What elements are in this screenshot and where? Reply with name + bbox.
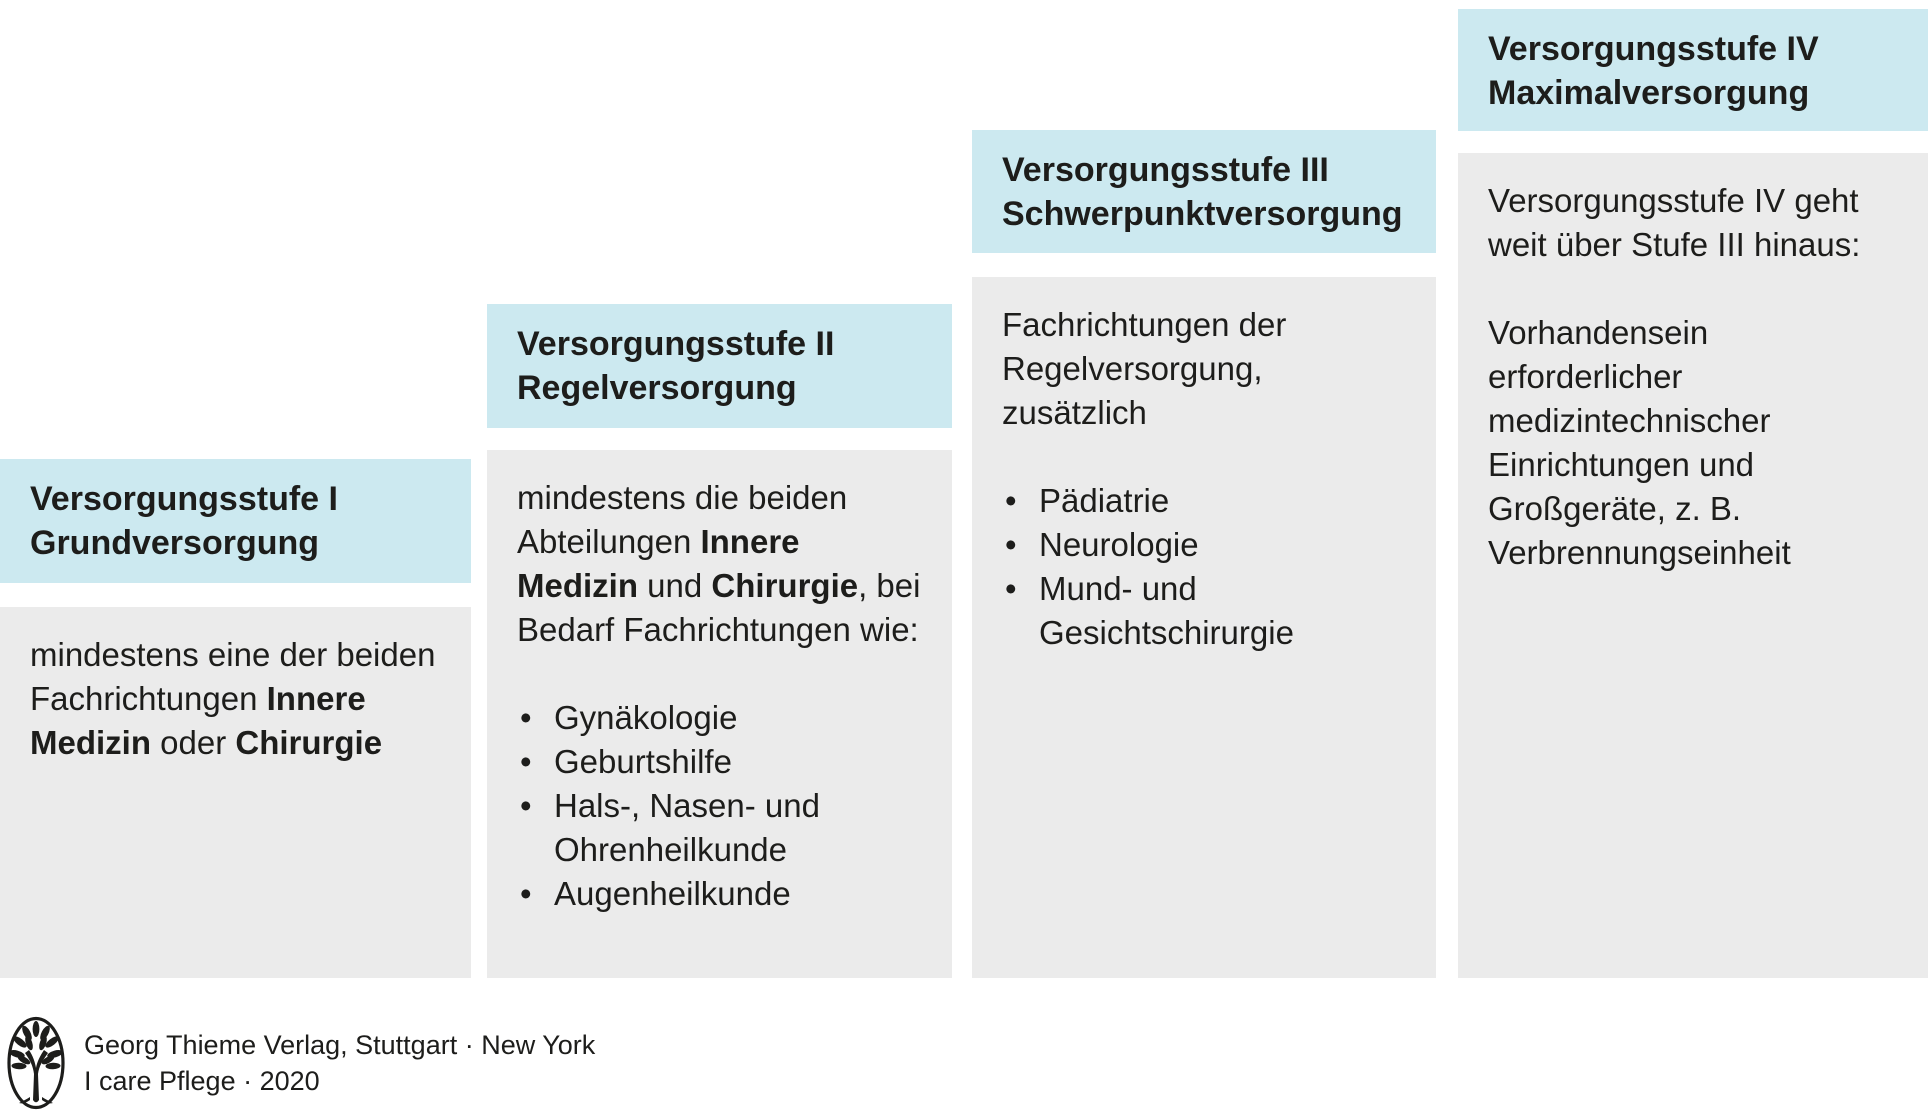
level-4-title: Versorgungsstufe IV bbox=[1488, 30, 1819, 68]
list-item: Augenheilkunde bbox=[517, 872, 922, 916]
versorgungsstufe-1-body: mindestens eine der beiden Fachrichtunge… bbox=[0, 607, 471, 978]
list-item: Mund- und Gesichtschirurgie bbox=[1002, 567, 1406, 655]
list-item: Pädiatrie bbox=[1002, 479, 1406, 523]
list-item: Geburtshilfe bbox=[517, 740, 922, 784]
versorgungsstufe-3-body: Fachrichtungen der Regelversorgung, zusä… bbox=[972, 277, 1436, 978]
level-1-subtitle: Grundversorgung bbox=[30, 524, 320, 562]
versorgungsstufe-3-header: Versorgungsstufe III Schwerpunktversorgu… bbox=[972, 130, 1436, 253]
footer: Georg Thieme Verlag, Stuttgart · New Yor… bbox=[6, 1016, 595, 1110]
versorgungsstufe-2-header: Versorgungsstufe II Regelversorgung bbox=[487, 304, 952, 428]
publisher-line: Georg Thieme Verlag, Stuttgart · New Yor… bbox=[84, 1030, 596, 1060]
level-3-title: Versorgungsstufe III bbox=[1002, 151, 1329, 189]
level-2-subtitle: Regelversorgung bbox=[517, 369, 797, 407]
source-line: I care Pflege · 2020 bbox=[84, 1066, 320, 1096]
versorgungsstufe-2-body: mindestens die beiden Abteilungen Innere… bbox=[487, 450, 952, 978]
level-3-specialties-list: Pädiatrie Neurologie Mund- und Gesichtsc… bbox=[1002, 479, 1406, 655]
thieme-tree-logo-icon bbox=[6, 1016, 66, 1110]
level-2-specialties-list: Gynäkologie Geburtshilfe Hals-, Nasen- u… bbox=[517, 696, 922, 916]
level-1-title: Versorgungsstufe I bbox=[30, 480, 338, 518]
level-4-description-1: Versorgungsstufe IV geht weit über Stufe… bbox=[1488, 182, 1861, 263]
level-3-description: Fachrichtungen der Regelversorgung, zusä… bbox=[1002, 306, 1287, 431]
versorgungsstufe-4-header: Versorgungsstufe IV Maximalversorgung bbox=[1458, 9, 1928, 131]
level-1-description: mindestens eine der beiden Fachrichtunge… bbox=[30, 636, 436, 761]
versorgungsstufe-4-body: Versorgungsstufe IV geht weit über Stufe… bbox=[1458, 153, 1928, 978]
level-3-subtitle: Schwerpunktversorgung bbox=[1002, 195, 1403, 233]
level-4-subtitle: Maximalversorgung bbox=[1488, 74, 1810, 112]
level-4-description-2: Vorhandensein erforderlicher medizintech… bbox=[1488, 314, 1791, 571]
credits: Georg Thieme Verlag, Stuttgart · New Yor… bbox=[84, 1027, 595, 1099]
level-2-description: mindestens die beiden Abteilungen Innere… bbox=[517, 479, 921, 648]
list-item: Neurologie bbox=[1002, 523, 1406, 567]
level-2-title: Versorgungsstufe II bbox=[517, 325, 835, 363]
list-item: Gynäkologie bbox=[517, 696, 922, 740]
versorgungsstufe-1-header: Versorgungsstufe I Grundversorgung bbox=[0, 459, 471, 583]
list-item: Hals-, Nasen- und Ohrenheilkunde bbox=[517, 784, 922, 872]
